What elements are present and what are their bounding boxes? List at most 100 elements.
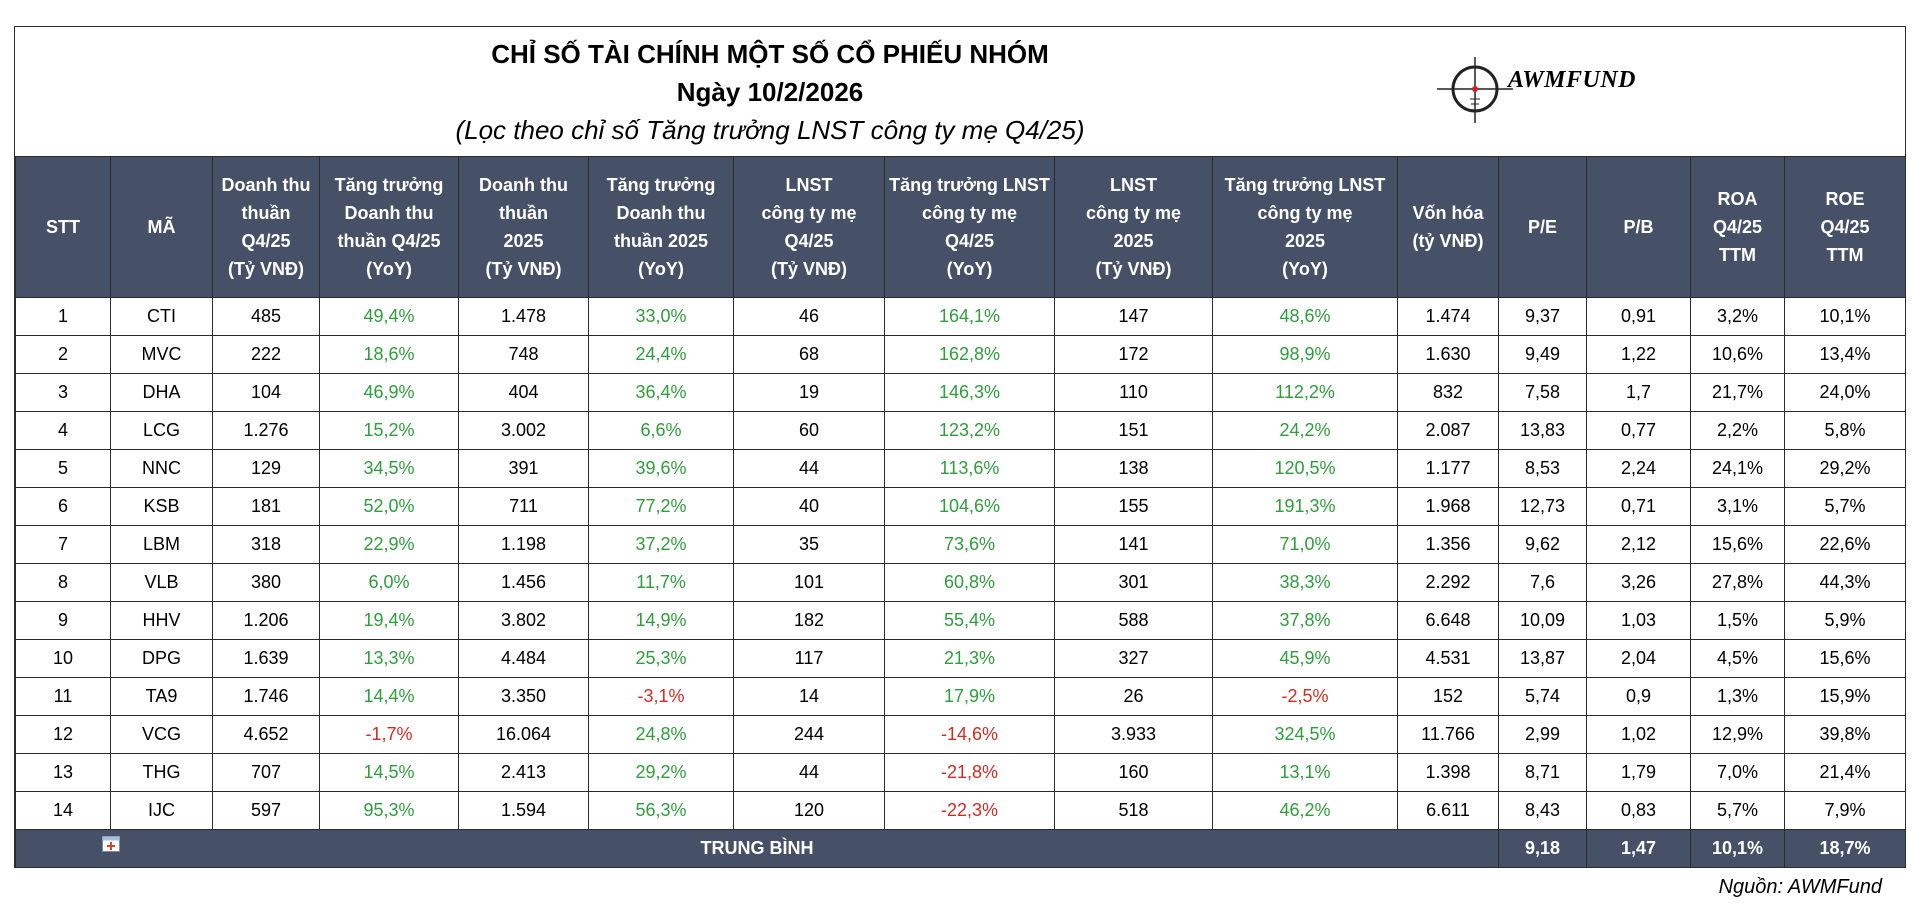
cell-tt_ln_q: 162,8% bbox=[884, 335, 1055, 374]
add-row-icon[interactable] bbox=[102, 836, 120, 852]
column-header-line: Q4/25 bbox=[241, 231, 291, 251]
column-header-line: thuần Q4/25 bbox=[337, 231, 441, 251]
column-header-line: Doanh thu bbox=[479, 175, 568, 195]
cell-tt_dt_y: 6,6% bbox=[588, 411, 734, 450]
average-label: TRUNG BÌNH bbox=[700, 838, 814, 858]
column-header-line: (YoY) bbox=[946, 259, 993, 279]
cell-pb: 1,79 bbox=[1586, 753, 1691, 792]
cell-tt_dt_q: -1,7% bbox=[319, 715, 459, 754]
table-row: 11 TA9 1.746 14,4% 3.350 -3,1% 14 17,9% 26 -2,5% 1… bbox=[15, 677, 1906, 716]
cell-ma: TA9 bbox=[110, 677, 213, 716]
cell-stt: 5 bbox=[15, 449, 111, 488]
cell-tt_dt_q: 15,2% bbox=[319, 411, 459, 450]
column-header-line: Tăng trưởng bbox=[334, 175, 444, 195]
column-header-line: Vốn hóa bbox=[1412, 203, 1484, 223]
cell-ln_y: 588 bbox=[1054, 601, 1213, 640]
cell-ln_y: 160 bbox=[1054, 753, 1213, 792]
cell-roa: 1,3% bbox=[1690, 677, 1785, 716]
column-header-tt_ln_y: Tăng trưởng LNST công ty mẹ 2025 (YoY) bbox=[1212, 156, 1398, 298]
column-header-line: (Tỷ VNĐ) bbox=[228, 259, 304, 279]
cell-dt_q: 597 bbox=[212, 791, 320, 830]
cell-tt_dt_y: 24,8% bbox=[588, 715, 734, 754]
cell-roa: 3,1% bbox=[1690, 487, 1785, 526]
cell-roa: 27,8% bbox=[1690, 563, 1785, 602]
column-header-line: Doanh thu bbox=[344, 203, 434, 223]
cell-ln_y: 110 bbox=[1054, 373, 1213, 412]
cell-tt_dt_y: 29,2% bbox=[588, 753, 734, 792]
cell-ln_y: 26 bbox=[1054, 677, 1213, 716]
cell-ln_y: 327 bbox=[1054, 639, 1213, 678]
cell-roe: 7,9% bbox=[1784, 791, 1906, 830]
column-header-line: (YoY) bbox=[1282, 259, 1328, 279]
cell-vh: 2.087 bbox=[1397, 411, 1499, 450]
cell-tt_ln_q: 60,8% bbox=[884, 563, 1055, 602]
cell-tt_dt_y: 37,2% bbox=[588, 525, 734, 564]
column-header-line: Q4/25 bbox=[1712, 217, 1763, 237]
cell-pb: 2,24 bbox=[1586, 449, 1691, 488]
column-header-pe: P/E bbox=[1498, 156, 1587, 298]
cell-dt_q: 1.639 bbox=[212, 639, 320, 678]
average-pb: 1,47 bbox=[1586, 829, 1691, 868]
column-header-line: TTM bbox=[1826, 245, 1864, 265]
cell-stt: 12 bbox=[15, 715, 111, 754]
column-header-roe: ROE Q4/25 TTM bbox=[1784, 156, 1906, 298]
cell-stt: 11 bbox=[15, 677, 111, 716]
title-area: CHỈ SỐ TÀI CHÍNH MỘT SỐ CỔ PHIẾU NHÓM Ng… bbox=[15, 27, 1905, 157]
cell-ma: HHV bbox=[110, 601, 213, 640]
column-header-line: Tăng trưởng LNST bbox=[889, 175, 1050, 195]
cell-tt_dt_q: 49,4% bbox=[319, 297, 459, 336]
column-header-line: Doanh thu bbox=[221, 175, 311, 195]
cell-roe: 44,3% bbox=[1784, 563, 1906, 602]
cell-tt_dt_y: -3,1% bbox=[588, 677, 734, 716]
crosshair-icon bbox=[1437, 57, 1513, 123]
cell-tt_ln_y: 24,2% bbox=[1212, 411, 1398, 450]
cell-stt: 14 bbox=[15, 791, 111, 830]
report-filter-note: (Lọc theo chỉ số Tăng trưởng LNST công t… bbox=[455, 115, 1085, 145]
cell-tt_dt_y: 14,9% bbox=[588, 601, 734, 640]
column-header-ma: MÃ bbox=[110, 156, 213, 298]
cell-dt_q: 707 bbox=[212, 753, 320, 792]
cell-pe: 10,09 bbox=[1498, 601, 1587, 640]
column-header-line: Doanh thu bbox=[616, 203, 706, 223]
cell-pe: 12,73 bbox=[1498, 487, 1587, 526]
cell-dt_y: 3.002 bbox=[458, 411, 589, 450]
cell-tt_ln_y: 191,3% bbox=[1212, 487, 1398, 526]
cell-tt_ln_y: 71,0% bbox=[1212, 525, 1398, 564]
cell-dt_y: 1.456 bbox=[458, 563, 589, 602]
cell-pe: 9,49 bbox=[1498, 335, 1587, 374]
cell-tt_dt_y: 11,7% bbox=[588, 563, 734, 602]
cell-dt_q: 380 bbox=[212, 563, 320, 602]
column-header-line: P/E bbox=[1527, 217, 1557, 237]
column-header-stt: STT bbox=[15, 156, 111, 298]
cell-tt_dt_q: 13,3% bbox=[319, 639, 459, 678]
column-header-line: thuần bbox=[241, 203, 291, 223]
cell-roa: 21,7% bbox=[1690, 373, 1785, 412]
cell-dt_y: 2.413 bbox=[458, 753, 589, 792]
cell-tt_dt_q: 95,3% bbox=[319, 791, 459, 830]
column-header-pb: P/B bbox=[1586, 156, 1691, 298]
column-header-line: TTM bbox=[1719, 245, 1756, 265]
cell-pe: 5,74 bbox=[1498, 677, 1587, 716]
column-header-line: (tỷ VNĐ) bbox=[1412, 231, 1484, 251]
cell-dt_y: 391 bbox=[458, 449, 589, 488]
table-row: 7 LBM 318 22,9% 1.198 37,2% 35 73,6% 141 71,0% 1.3… bbox=[15, 525, 1906, 564]
cell-dt_q: 104 bbox=[212, 373, 320, 412]
cell-roe: 10,1% bbox=[1784, 297, 1906, 336]
cell-roe: 24,0% bbox=[1784, 373, 1906, 412]
cell-dt_q: 129 bbox=[212, 449, 320, 488]
cell-dt_q: 485 bbox=[212, 297, 320, 336]
cell-vh: 11.766 bbox=[1397, 715, 1499, 754]
cell-ln_q: 182 bbox=[733, 601, 885, 640]
cell-vh: 1.630 bbox=[1397, 335, 1499, 374]
cell-ma: DPG bbox=[110, 639, 213, 678]
cell-tt_dt_q: 46,9% bbox=[319, 373, 459, 412]
cell-roa: 15,6% bbox=[1690, 525, 1785, 564]
cell-ln_q: 120 bbox=[733, 791, 885, 830]
column-header-line: LNST bbox=[1110, 175, 1157, 195]
cell-stt: 4 bbox=[15, 411, 111, 450]
column-header-line: (Tỷ VNĐ) bbox=[771, 259, 847, 279]
cell-vh: 1.398 bbox=[1397, 753, 1499, 792]
column-header-line: ROA bbox=[1717, 189, 1758, 209]
cell-ln_y: 518 bbox=[1054, 791, 1213, 830]
report-title: CHỈ SỐ TÀI CHÍNH MỘT SỐ CỔ PHIẾU NHÓM bbox=[491, 39, 1049, 69]
